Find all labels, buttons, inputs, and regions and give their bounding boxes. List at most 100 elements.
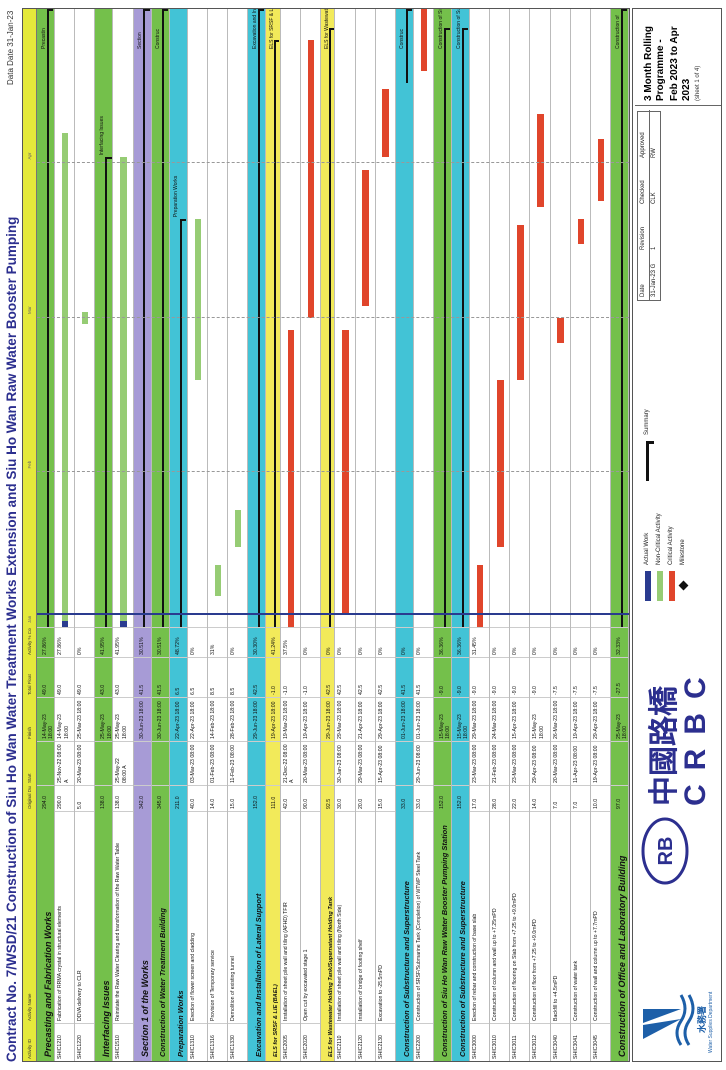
activity-name: Erection of flower screen and cladding bbox=[187, 811, 207, 1023]
summary-finish: 25-May-23 18:00 bbox=[610, 697, 628, 741]
column-header-finish: Finish bbox=[27, 726, 32, 739]
summary-start bbox=[433, 741, 452, 785]
activity-id: SHIC1510 bbox=[113, 1023, 133, 1061]
activity-name: Installation of sheet pile wall and tili… bbox=[280, 811, 300, 1023]
critical-activity-bar bbox=[557, 318, 564, 343]
summary-bar-label: Construc bbox=[155, 28, 162, 49]
activity-float: -9.0 bbox=[470, 657, 490, 697]
critical-activity-bar bbox=[342, 330, 349, 615]
footer-panel: 水務署 Water Supplies Department RB 中國路橋 CR… bbox=[632, 8, 722, 1062]
activity-pct: 27.86% bbox=[55, 627, 75, 657]
summary-float: -9.0 bbox=[433, 657, 452, 697]
summary-finish: 15-May-23 18:00 bbox=[452, 697, 470, 741]
summary-start bbox=[95, 741, 113, 785]
summary-pct: 36.36% bbox=[433, 627, 452, 657]
crbc-logo: RB 中國路橋 CRBC bbox=[639, 626, 719, 886]
summary-dur: 138.0 bbox=[95, 785, 113, 811]
activity-start: 03-Mar-23 08:00 bbox=[187, 741, 207, 785]
activity-finish: 26-Mar-23 18:00 bbox=[550, 697, 570, 741]
activity-dur: 14.0 bbox=[207, 785, 228, 811]
activity-pct: 0% bbox=[590, 627, 610, 657]
non-critical-activity-bar bbox=[120, 157, 127, 621]
summary-bar-end bbox=[258, 9, 265, 11]
activity-float: 49.0 bbox=[75, 657, 95, 697]
activity-pct: 0% bbox=[530, 627, 550, 657]
activity-row: SHIC2200 Construction of SRSF/Submarine T… bbox=[413, 9, 434, 1061]
activity-dur: 290.0 bbox=[55, 785, 75, 811]
activity-row: SHIC3041 Construction of water tank 7.0 11-… bbox=[570, 9, 591, 1061]
activity-name: Backfill to +4.5mPD bbox=[550, 811, 570, 1023]
summary-row: Construction of Water Treatment Building… bbox=[151, 9, 170, 1061]
activity-dur: 17.0 bbox=[470, 785, 490, 811]
activity-start: 30-Jan-23 08:00 bbox=[335, 741, 355, 785]
summary-name: Construction of Siu Ho Wan Raw Water Boo… bbox=[439, 825, 449, 1057]
activity-row: SHIC1210 Fabrication of RRMA crystal in s… bbox=[55, 9, 76, 1061]
activity-name: Excavation to -25.5mPD bbox=[375, 811, 395, 1023]
activity-dur: 42.0 bbox=[280, 785, 300, 811]
summary-dur: 152.0 bbox=[248, 785, 266, 811]
summary-bar-end bbox=[179, 219, 186, 222]
activity-id: SHIC3011 bbox=[510, 1023, 530, 1061]
summary-bar-label: Preparation Works bbox=[173, 175, 180, 218]
activity-id: SHIC2200 bbox=[413, 1023, 433, 1061]
summary-float: -1.0 bbox=[266, 657, 280, 697]
summary-bar-end bbox=[443, 27, 451, 30]
activity-pct: 0% bbox=[300, 627, 320, 657]
activity-pct: 0% bbox=[413, 627, 433, 657]
critical-activity-bar bbox=[362, 169, 369, 306]
summary-start bbox=[133, 741, 151, 785]
activity-id: SHIC3041 bbox=[570, 1023, 590, 1061]
critical-activity-bar bbox=[287, 330, 294, 627]
activity-name: Fabrication of RRMA crystal in structura… bbox=[55, 811, 75, 1023]
summary-bar-label: Construction of bbox=[614, 15, 621, 49]
summary-float: 6.5 bbox=[169, 657, 187, 697]
wsd-name-en: Water Supplies Department bbox=[708, 991, 714, 1053]
milestone-diamond-icon bbox=[678, 580, 689, 591]
summary-pct: 30.51% bbox=[133, 627, 151, 657]
activity-name: Erection of rebar and construction of ba… bbox=[470, 811, 490, 1023]
critical-activity-bar bbox=[497, 379, 504, 547]
summary-row: Construction of Siu Ho Wan Raw Water Boo… bbox=[433, 9, 453, 1061]
activity-dur: 10.0 bbox=[590, 785, 610, 811]
summary-dur: 294.0 bbox=[37, 785, 55, 811]
activity-id: SHIC3045 bbox=[590, 1023, 610, 1061]
summary-row: Construction of Office and Laboratory Bu… bbox=[610, 9, 629, 1061]
activity-start: 29-Apr-23 08:00 bbox=[530, 741, 550, 785]
critical-activity-bar bbox=[577, 219, 584, 244]
legend-summary-end-icon bbox=[646, 441, 654, 444]
activity-row: SHIC2005 Installation of sheet pile wall … bbox=[280, 9, 301, 1061]
summary-finish: 30-Jun-23 18:00 bbox=[133, 697, 151, 741]
activity-id: SHIC1330 bbox=[228, 1023, 248, 1061]
programme-title: 3 Month Rolling Programme - bbox=[643, 26, 666, 101]
programme-sheet: (sheet 1 of 4) bbox=[695, 65, 701, 101]
summary-pct: 30.51% bbox=[151, 627, 169, 657]
summary-start bbox=[320, 741, 335, 785]
column-header-dur: Original Duration bbox=[27, 786, 32, 809]
summary-name: Construction of Office and Laboratory Bu… bbox=[616, 855, 627, 1057]
summary-row: Construction of Substructure and Superst… bbox=[452, 9, 471, 1061]
activity-row: SHIC1510 Reinstate the Raw Water Clearing… bbox=[113, 9, 134, 1061]
summary-bar-end bbox=[105, 157, 112, 160]
summary-pct: 0% bbox=[395, 627, 413, 657]
gantt-lane bbox=[530, 9, 550, 627]
summary-start bbox=[248, 741, 266, 785]
month-tick-label: Jan bbox=[27, 615, 32, 623]
activity-name: Open cut by excavated stage 1 bbox=[300, 811, 320, 1023]
summary-dur: 342.0 bbox=[133, 785, 151, 811]
revision-checked: CLK bbox=[651, 192, 657, 204]
summary-dur: 152.0 bbox=[433, 785, 452, 811]
activity-float: 49.0 bbox=[55, 657, 75, 697]
activity-pct: 0% bbox=[375, 627, 395, 657]
activity-pct: 0% bbox=[335, 627, 355, 657]
month-gridline bbox=[37, 162, 629, 164]
summary-float: -27.5 bbox=[610, 657, 628, 697]
activity-start: 20-Mar-23 08:00 bbox=[550, 741, 570, 785]
legend-summary-swatch bbox=[646, 441, 649, 481]
activity-dur: 28.0 bbox=[490, 785, 510, 811]
summary-pct: 41.24% bbox=[266, 627, 280, 657]
activity-float: 41.5 bbox=[413, 657, 433, 697]
wsd-name-cn: 水務署 bbox=[697, 1005, 707, 1033]
summary-bar-end bbox=[161, 9, 168, 11]
summary-bar bbox=[105, 157, 108, 627]
activity-finish: 19-Mar-23 18:00 bbox=[280, 697, 300, 741]
